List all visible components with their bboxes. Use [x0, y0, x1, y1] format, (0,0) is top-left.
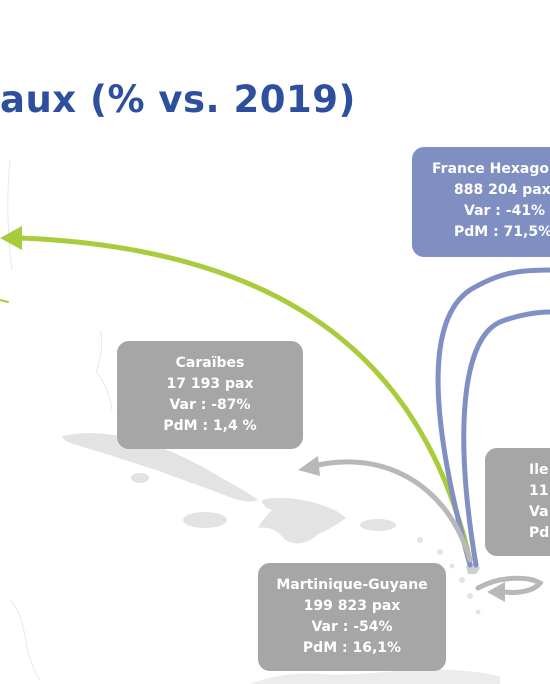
route-box-iles: Ile 11 Va Pd: [485, 448, 550, 556]
lesser-antilles-island: [459, 577, 465, 583]
route-name: Ile: [529, 462, 549, 478]
route-pdm: Pd: [529, 525, 550, 541]
lesser-antilles-island: [437, 549, 443, 555]
map-land: [62, 410, 500, 684]
arrow-grey-caraibes-head: [298, 456, 320, 476]
arrow-blue-secondary-path: [461, 309, 550, 568]
route-var: Va: [529, 504, 549, 520]
puerto-rico-landmass: [360, 519, 396, 531]
route-pax: 17 193 pax: [166, 376, 254, 392]
arrow-green-path: [17, 235, 473, 563]
route-pax: 888 204 pax: [454, 182, 550, 198]
route-var: Var : -41%: [464, 203, 546, 219]
route-var: Var : -87%: [169, 397, 251, 413]
page-title: aux (% vs. 2019): [0, 78, 356, 121]
arrow-grey-caraibes-path: [315, 459, 473, 563]
cuba-landmass: [62, 433, 258, 502]
lesser-antilles-island: [449, 563, 455, 569]
island-small: [131, 473, 149, 483]
arrow-blue-france-path: [435, 267, 550, 568]
route-name: France Hexagone: [432, 161, 550, 177]
hispaniola-landmass: [258, 497, 346, 544]
arrow-green-fragment: [0, 299, 9, 303]
map-outline-lines: [7, 159, 113, 681]
arrow-green-head: [0, 226, 22, 250]
route-name: Martinique-Guyane: [276, 577, 428, 593]
route-pax: 11: [529, 483, 549, 499]
arrow-grey-martinique-head: [487, 582, 505, 602]
south-america-coast: [250, 669, 500, 684]
coastline-outline: [7, 159, 13, 271]
route-pax: 199 823 pax: [303, 598, 401, 614]
lesser-antilles-island: [467, 593, 473, 599]
route-box-france-hexagone: France Hexagone 888 204 pax Var : -41% P…: [412, 147, 550, 257]
coastline-outline: [9, 599, 41, 681]
lesser-antilles-island: [417, 537, 423, 543]
route-pdm: PdM : 71,5%: [454, 224, 550, 240]
jamaica-landmass: [183, 512, 227, 528]
lesser-antilles-island: [475, 609, 481, 615]
coastline-outline: [95, 329, 113, 411]
route-box-caraibes: Caraïbes 17 193 pax Var : -87% PdM : 1,4…: [117, 341, 303, 449]
route-pdm: PdM : 16,1%: [302, 640, 402, 656]
route-pdm: PdM : 1,4 %: [163, 418, 257, 434]
route-var: Var : -54%: [311, 619, 393, 635]
route-arrows: [0, 226, 550, 602]
route-box-martinique-guyane: Martinique-Guyane 199 823 pax Var : -54%…: [258, 563, 446, 671]
route-name: Caraïbes: [175, 355, 245, 371]
arrow-grey-martinique-path: [475, 575, 544, 595]
